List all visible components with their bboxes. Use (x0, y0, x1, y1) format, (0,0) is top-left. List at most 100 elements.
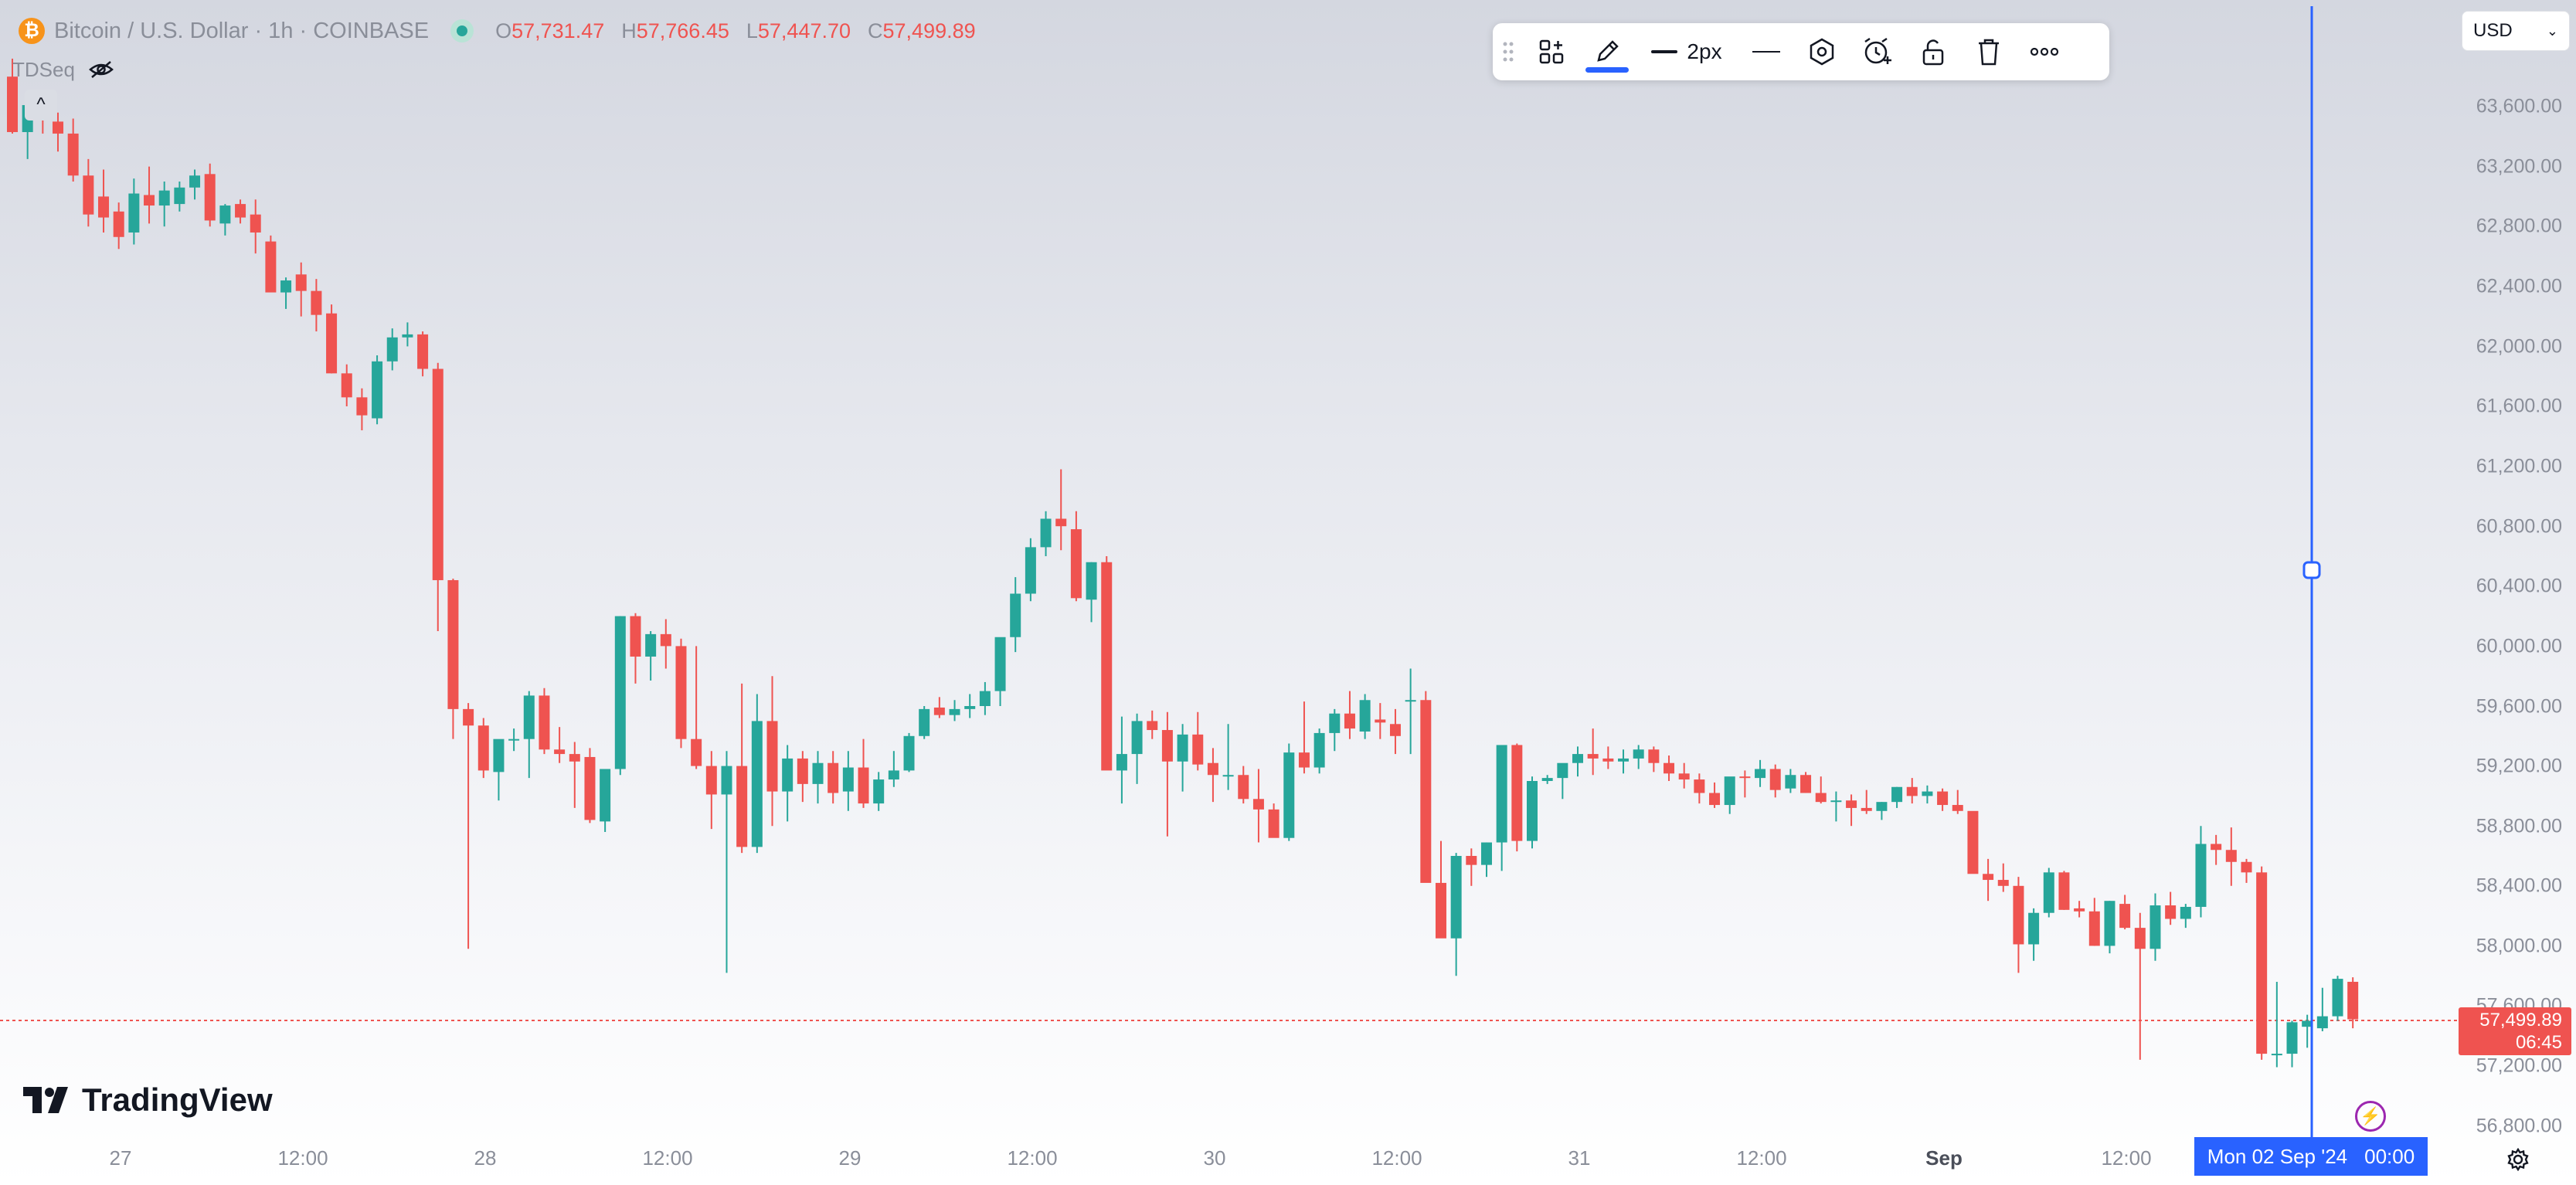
line-width-selector[interactable]: 2px (1635, 23, 1738, 80)
candle-body (1283, 752, 1295, 838)
candle-body (600, 769, 611, 822)
candle-body (1480, 842, 1492, 865)
time-axis-label: 29 (838, 1146, 861, 1170)
candle-body (888, 770, 899, 780)
candle-body (2225, 850, 2237, 862)
currency-value: USD (2473, 20, 2513, 41)
candle-body (569, 754, 580, 762)
bitcoin-icon: ₿ (19, 18, 45, 44)
candle-body (1055, 518, 1067, 527)
unlock-icon[interactable] (1905, 23, 1961, 80)
candle-body (7, 76, 18, 132)
candle-body (1268, 809, 1280, 838)
currency-select[interactable]: USD ⌄ (2462, 11, 2570, 51)
candle-body (691, 739, 702, 766)
candle-body (2332, 979, 2343, 1017)
candle-body (812, 762, 824, 784)
time-axis-label: Sep (1925, 1146, 1963, 1170)
candle-body (1086, 562, 1097, 600)
crosshair-time-label: Mon 02 Sep '24 00:00 (2194, 1137, 2428, 1176)
price-axis-label: 58,000.00 (2476, 935, 2562, 957)
candle-body (979, 691, 991, 706)
crosshair-date: Mon 02 Sep '24 (2207, 1144, 2348, 1168)
candle-body (1785, 775, 1796, 789)
candle-body (1952, 805, 1963, 811)
line-style-icon[interactable] (1738, 23, 1794, 80)
vertical-line-handle[interactable] (2302, 561, 2321, 579)
more-options-icon[interactable] (2017, 23, 2072, 80)
price-axis-label: 61,200.00 (2476, 455, 2562, 477)
candle-body (1466, 856, 1477, 865)
candle-body (508, 739, 520, 741)
candle-body (1906, 786, 1918, 796)
candle-body (2013, 885, 2024, 945)
candle-body (721, 766, 732, 795)
candle-body (417, 334, 429, 369)
candle-body (219, 205, 231, 224)
time-axis-label: 12:00 (1371, 1146, 1422, 1170)
candle-body (1633, 749, 1644, 759)
candle-body (766, 721, 778, 792)
candle-body (98, 196, 110, 218)
candle-body (1587, 754, 1599, 759)
trash-icon[interactable] (1961, 23, 2017, 80)
candle-body (1420, 700, 1432, 883)
lightning-icon[interactable]: ⚡ (2355, 1101, 2386, 1132)
candle-body (1238, 775, 1249, 800)
line-color-pencil-icon[interactable] (1579, 23, 1635, 80)
collapse-legend-button[interactable]: ^ (25, 90, 57, 121)
candle-body (1602, 758, 1614, 762)
candle-body (447, 580, 459, 709)
candle-body (539, 695, 550, 750)
candle-body (903, 735, 915, 771)
candle-body (1724, 776, 1735, 806)
price-axis-label: 62,000.00 (2476, 335, 2562, 358)
candle-body (2302, 1020, 2313, 1027)
crosshair-time: 00:00 (2364, 1144, 2415, 1168)
price-axis-label: 63,200.00 (2476, 155, 2562, 178)
candle-body (1313, 732, 1325, 768)
candle-body (660, 633, 671, 647)
candle-body (1450, 856, 1462, 939)
drag-handle-icon[interactable] (1493, 23, 1524, 80)
indicator-name[interactable]: TDSeq (12, 57, 75, 81)
eye-hidden-icon[interactable] (89, 60, 114, 79)
settings-hexagon-icon[interactable] (1794, 23, 1850, 80)
price-axis-label: 63,600.00 (2476, 95, 2562, 117)
line-width-icon (1651, 50, 1678, 53)
templates-icon[interactable] (1524, 23, 1579, 80)
candle-body (341, 373, 352, 398)
gear-icon[interactable] (2503, 1145, 2533, 1174)
candle-body (2149, 905, 2161, 949)
candle-body (1922, 791, 1933, 796)
candle-body (1496, 745, 1507, 843)
candle-body (964, 706, 976, 709)
candle-body (1830, 800, 1842, 803)
candle-body (2211, 844, 2222, 851)
candle-body (2074, 908, 2085, 912)
candle-body (67, 133, 79, 176)
candle-body (158, 190, 170, 206)
time-axis-label: 30 (1203, 1146, 1226, 1170)
candle-body (2058, 872, 2070, 910)
candle-body (372, 361, 383, 419)
symbol-title[interactable]: Bitcoin / U.S. Dollar · 1h · COINBASE (54, 18, 430, 43)
candle-body (1405, 700, 1416, 702)
ohlc-close-value: 57,499.89 (882, 19, 976, 42)
candle-body (2241, 861, 2252, 873)
candle-body (311, 290, 322, 315)
candle-body (1755, 769, 1766, 779)
candle-body (1375, 719, 1386, 723)
add-alert-icon[interactable] (1850, 23, 1905, 80)
tradingview-logo[interactable]: TradingView (23, 1081, 273, 1119)
candle-body (919, 708, 930, 736)
price-axis-label: 57,200.00 (2476, 1054, 2562, 1077)
time-axis-label: 12:00 (1007, 1146, 1058, 1170)
market-status-icon[interactable] (450, 19, 474, 42)
candle-body (2180, 906, 2191, 919)
candle-body (1937, 791, 1949, 806)
candle-body (1648, 749, 1660, 763)
candle-body (477, 725, 489, 771)
price-axis-label: 60,000.00 (2476, 635, 2562, 657)
